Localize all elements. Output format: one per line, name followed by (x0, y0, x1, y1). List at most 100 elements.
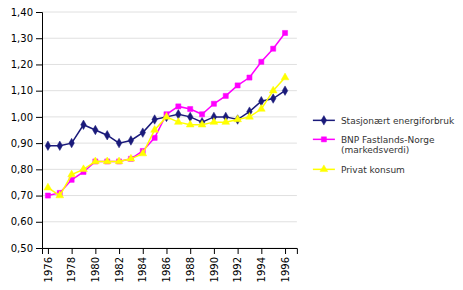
point (80, 165, 88, 172)
point (69, 138, 74, 147)
y-tick: 1,40 (11, 7, 42, 18)
legend-entry: Stasjonært energiforbruk (313, 116, 455, 126)
y-axis: 0,50 0,60 0,70 0,80 0,90 1,00 1,10 1,20 1,30 1,40 (11, 7, 43, 254)
point (56, 191, 64, 198)
y-tick: 1,10 (11, 85, 42, 96)
legend-marker (321, 116, 326, 125)
y-tick-label: 0,60 (11, 216, 33, 227)
grid-line (42, 221, 297, 222)
x-tick-mark (143, 248, 144, 254)
x-tick-label: 1992 (232, 257, 243, 282)
grid-line (42, 38, 297, 39)
grid-line (42, 169, 297, 170)
point (271, 46, 276, 51)
point (210, 118, 218, 125)
legend: Stasjonært energiforbruk BNP Fastlands-No… (313, 116, 455, 175)
x-tick: 1988 (185, 248, 196, 282)
y-tick-mark (36, 248, 42, 249)
legend-label: BNP Fastlands-Norge(markedsverdi) (341, 135, 435, 155)
point (223, 93, 228, 98)
point (152, 135, 157, 140)
grid-line (42, 12, 297, 13)
y-tick-label: 0,50 (11, 243, 33, 254)
point (257, 105, 265, 112)
point (152, 115, 157, 124)
point (259, 59, 264, 64)
legend-entry: Privat konsum (313, 165, 405, 175)
point (139, 149, 147, 156)
x-tick-mark (214, 248, 215, 254)
point (57, 141, 62, 150)
x-tick: 1982 (114, 248, 125, 282)
x-tick-mark (238, 248, 239, 254)
point (81, 120, 86, 129)
series (45, 30, 287, 198)
x-tick-label: 1976 (43, 257, 54, 282)
x-tick-label: 1978 (66, 257, 77, 282)
x-axis: 1976 1978 1980 1982 1984 1986 1988 1990 1992 1994… (43, 248, 298, 282)
point (151, 126, 159, 133)
y-axis-line (36, 13, 43, 249)
legend-label: Privat konsum (341, 165, 405, 175)
x-tick-mark (48, 248, 49, 254)
y-tick: 0,60 (11, 216, 42, 227)
x-tick: 1990 (209, 248, 220, 282)
y-tick-mark (36, 64, 42, 65)
y-tick-mark (36, 222, 42, 223)
point (140, 128, 145, 137)
x-tick: 1978 (66, 248, 77, 282)
point (269, 86, 277, 93)
x-axis-line (43, 249, 298, 255)
x-tick: 1984 (137, 248, 148, 282)
point (174, 118, 182, 125)
point (44, 183, 52, 190)
y-tick-mark (36, 169, 42, 170)
y-tick: 0,90 (11, 138, 42, 149)
point (115, 157, 123, 164)
x-tick-mark (166, 248, 167, 254)
point (163, 112, 171, 119)
y-tick-label: 0,80 (11, 164, 33, 175)
x-tick-label: 1984 (137, 257, 148, 282)
x-tick: 1994 (256, 248, 267, 282)
y-tick-mark (36, 91, 42, 92)
grid (42, 12, 297, 248)
x-tick: 1992 (232, 248, 243, 282)
y-tick-label: 1,20 (11, 59, 33, 70)
point (222, 118, 230, 125)
y-tick: 0,50 (11, 243, 42, 254)
point (45, 141, 50, 150)
y-tick-label: 1,00 (11, 112, 33, 123)
x-tick-mark (95, 248, 96, 254)
chart: 1976 1978 1980 1982 1984 1986 1988 1990 1992 1994… (0, 0, 463, 290)
y-tick-label: 1,40 (11, 7, 33, 18)
legend-marker (321, 137, 326, 142)
x-tick: 1976 (43, 248, 54, 282)
x-tick: 1980 (90, 248, 101, 282)
point (234, 115, 242, 122)
x-tick-label: 1996 (280, 257, 291, 282)
y-tick-mark (36, 143, 42, 144)
x-tick-label: 1990 (209, 257, 220, 282)
x-tick-mark (119, 248, 120, 254)
plot: 1976 1978 1980 1982 1984 1986 1988 1990 1992 1994… (11, 7, 298, 283)
y-tick-label: 1,30 (11, 33, 33, 44)
x-tick-mark (72, 248, 73, 254)
series (44, 73, 289, 198)
x-tick-label: 1994 (256, 257, 267, 282)
point (127, 154, 135, 161)
point (282, 30, 287, 35)
x-tick-mark (285, 248, 286, 254)
series (45, 86, 288, 151)
point (91, 157, 99, 164)
point (45, 193, 50, 198)
legend-entry: BNP Fastlands-Norge(markedsverdi) (313, 135, 435, 155)
point (270, 94, 275, 103)
y-tick-label: 0,70 (11, 190, 33, 201)
y-tick-mark (36, 12, 42, 13)
x-tick-label: 1986 (161, 257, 172, 282)
y-tick-label: 0,90 (11, 138, 33, 149)
point (281, 73, 289, 80)
legend-marker (320, 165, 328, 172)
x-tick-label: 1988 (185, 257, 196, 282)
